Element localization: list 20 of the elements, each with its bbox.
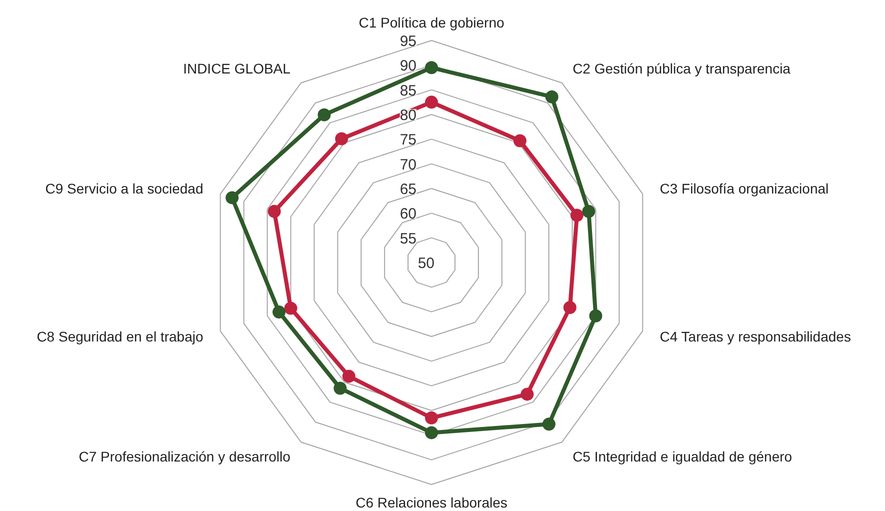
spoke-label: INDICE GLOBAL (183, 60, 291, 76)
spoke-label: C7 Profesionalización y desarrollo (78, 448, 291, 465)
spoke-label: C6 Relaciones laborales (356, 494, 508, 510)
spoke-label: C1 Política de gobierno (358, 14, 504, 30)
spoke-label: C9 Servicio a la sociedad (45, 180, 204, 196)
y-tick-label: 55 (400, 230, 417, 248)
spoke-label: C4 Tareas y responsabilidades (660, 328, 851, 345)
spoke-label: C2 Gestión pública y transparencia (572, 60, 791, 76)
y-tick-label: 90 (400, 58, 417, 75)
spoke-label: C8 Seguridad en el trabajo (36, 328, 204, 345)
y-tick-label: 70 (400, 156, 417, 174)
y-tick-label: 60 (400, 206, 417, 223)
spoke-label: C5 Integridad e igualdad de género (572, 448, 792, 465)
y-tick-label: 80 (400, 107, 417, 124)
y-tick-label: 95 (400, 33, 417, 50)
y-tick-label: 65 (400, 181, 417, 198)
y-tick-label: 85 (400, 82, 417, 100)
y-tick-label: 75 (400, 132, 417, 149)
spoke-label: C3 Filosofía organizacional (660, 180, 829, 196)
y-tick-label: 50 (418, 255, 435, 272)
